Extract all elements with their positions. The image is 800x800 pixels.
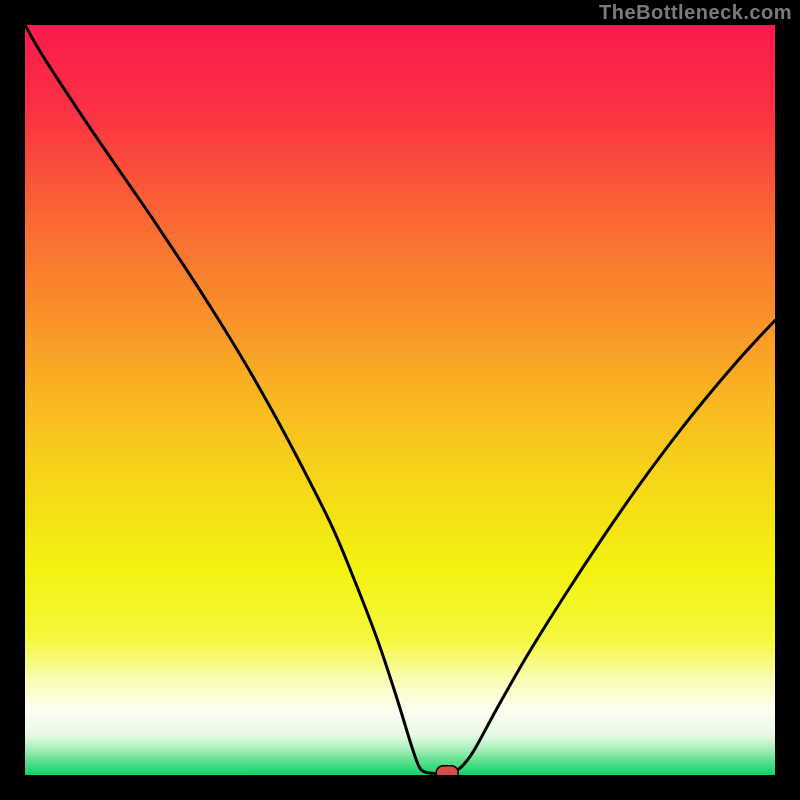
- plot-area: [25, 25, 775, 775]
- gradient-background: [25, 25, 775, 775]
- chart-container: TheBottleneck.com: [0, 0, 800, 800]
- watermark-text: TheBottleneck.com: [599, 2, 792, 25]
